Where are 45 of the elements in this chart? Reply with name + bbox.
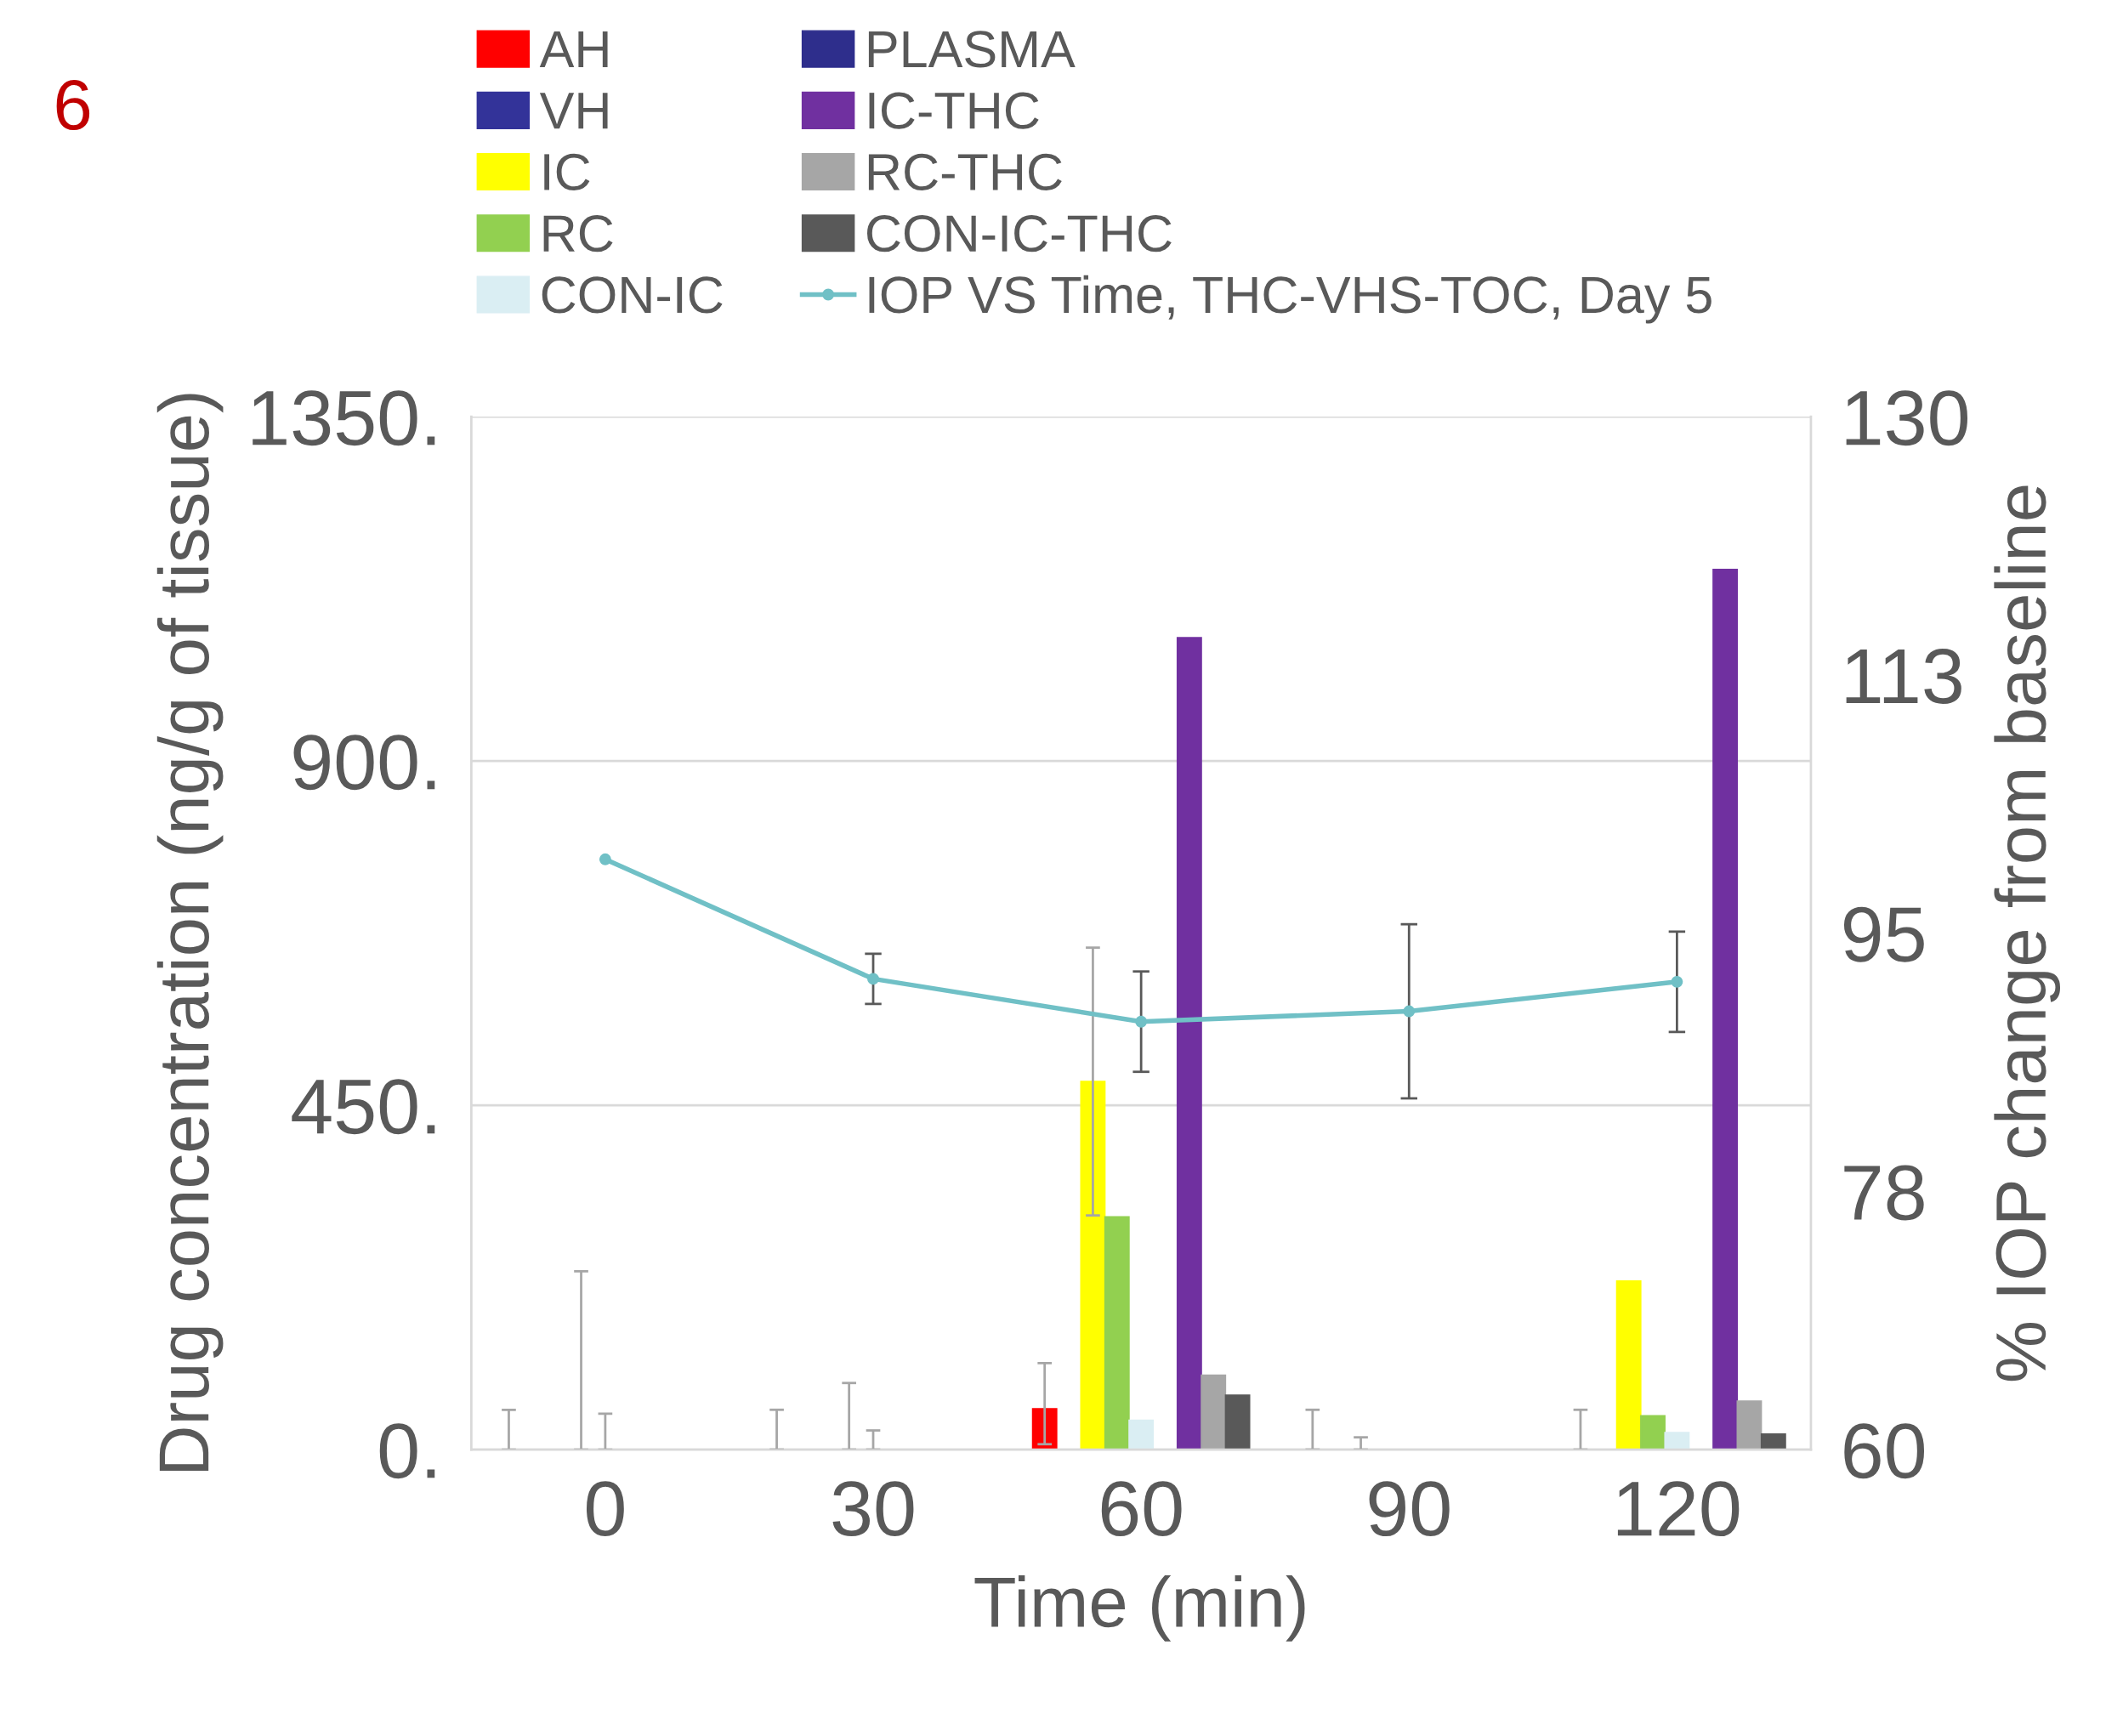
point — [1403, 1005, 1416, 1018]
point — [599, 853, 611, 865]
legend-label: RC — [543, 215, 613, 252]
bar — [1736, 1400, 1763, 1450]
y-tick-label: 1350. — [253, 390, 435, 446]
bar — [1640, 1415, 1666, 1450]
bar — [1201, 1374, 1227, 1450]
x-tick-label: 0 — [586, 1481, 624, 1537]
y2-axis-title: % IOP change from baseline — [1994, 485, 2061, 1381]
y-tick-label: 900. — [293, 735, 435, 791]
point — [1135, 1015, 1148, 1028]
y2-tick-label: 60 — [1844, 1423, 1925, 1479]
bar — [1224, 1394, 1251, 1450]
legend-label: VH — [539, 93, 608, 129]
y2-tick-label: 113 — [1846, 649, 1961, 704]
legend-label: CON-IC-THC — [867, 215, 1172, 252]
y2-tick-label: 130 — [1846, 390, 1968, 446]
point — [867, 973, 879, 985]
x-tick-label: 90 — [1369, 1481, 1450, 1537]
legend-label: IOP VS Time, THC-VHS-TOC, Day 5 — [869, 275, 1711, 324]
y2-tick-label: 95 — [1843, 906, 1924, 962]
bar — [1664, 1432, 1690, 1450]
bar — [1712, 569, 1739, 1450]
y-axis-title: Drug concentration (ng/g of tissue) — [156, 394, 224, 1471]
text: 6 — [56, 80, 90, 131]
legend-label: PLASMA — [868, 31, 1076, 68]
legend-label: AH — [539, 31, 608, 67]
legend-label: CON-IC — [542, 276, 723, 314]
legend-label: IC — [544, 153, 590, 191]
y2-tick-label: 78 — [1844, 1165, 1924, 1221]
x-axis-title: Time (min) — [974, 1575, 1305, 1642]
legend-label: RC-THC — [868, 153, 1062, 191]
y-tick-label: 450. — [292, 1079, 435, 1135]
bar — [1104, 1216, 1130, 1450]
bar — [1176, 637, 1202, 1450]
bar — [1615, 1280, 1642, 1450]
x-tick-label: 60 — [1101, 1481, 1182, 1537]
point — [1671, 975, 1683, 988]
y-tick-label: 0. — [379, 1423, 435, 1479]
x-tick-label: 120 — [1617, 1481, 1740, 1537]
bar — [1080, 1081, 1106, 1450]
x-tick-label: 30 — [832, 1481, 914, 1537]
legend-label: IC-THC — [869, 92, 1039, 129]
bar — [1760, 1433, 1786, 1450]
bar — [1128, 1419, 1155, 1450]
